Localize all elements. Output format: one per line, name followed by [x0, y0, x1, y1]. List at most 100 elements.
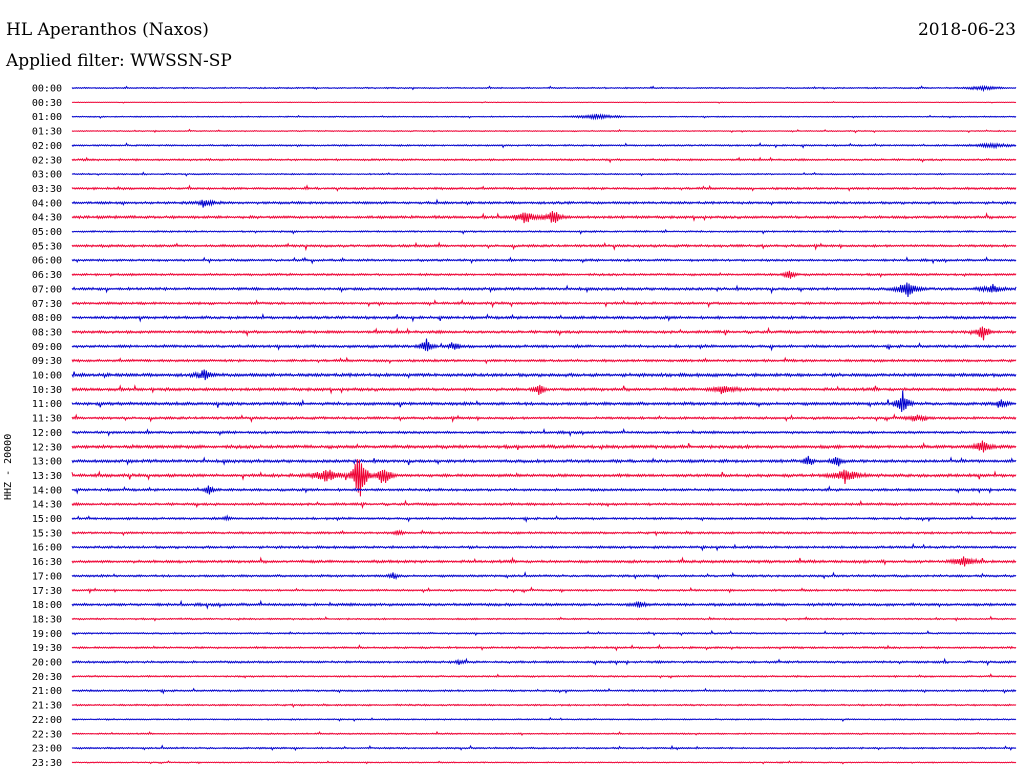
trace-line: [71, 113, 1017, 121]
row-label: 14:00: [32, 485, 62, 496]
row-label: 09:00: [32, 342, 62, 353]
trace-line: [71, 198, 1017, 208]
row-label: 17:30: [32, 586, 62, 597]
row-label: 17:00: [32, 571, 62, 582]
trace-line: [71, 356, 1017, 365]
row-label: 03:00: [32, 170, 62, 181]
row-label: 16:00: [32, 543, 62, 554]
trace-line: [71, 455, 1017, 467]
row-label: 15:00: [32, 514, 62, 525]
trace-line: [71, 514, 1017, 523]
trace-line: [71, 542, 1017, 552]
row-label: 20:00: [32, 658, 62, 669]
row-label: 02:00: [32, 141, 62, 152]
row-label: 22:00: [32, 715, 62, 726]
row-label: 04:00: [32, 198, 62, 209]
row-label: 08:00: [32, 313, 62, 324]
trace-line: [71, 673, 1017, 679]
trace-line: [71, 571, 1017, 581]
trace-line: [71, 390, 1017, 412]
row-label: 23:30: [32, 758, 62, 769]
trace-line: [71, 760, 1017, 765]
trace-line: [71, 184, 1017, 192]
row-label: 08:30: [32, 327, 62, 338]
row-label: 06:00: [32, 256, 62, 267]
trace-line: [71, 586, 1017, 595]
row-label: 01:30: [32, 127, 62, 138]
trace-line: [71, 599, 1017, 610]
trace-line: [71, 156, 1017, 164]
row-label: 19:00: [32, 629, 62, 640]
row-label: 16:30: [32, 557, 62, 568]
row-label: 12:00: [32, 428, 62, 439]
trace-line: [71, 241, 1017, 252]
trace-line: [71, 643, 1017, 652]
row-label: 13:30: [32, 471, 62, 482]
station-title: HL Aperanthos (Naxos): [6, 20, 209, 40]
trace-line: [71, 440, 1017, 453]
row-label: 13:00: [32, 457, 62, 468]
row-label: 01:00: [32, 112, 62, 123]
trace-line: [71, 84, 1017, 93]
trace-line: [71, 312, 1017, 323]
trace-line: [71, 716, 1017, 723]
row-label: 00:00: [32, 84, 62, 95]
trace-line: [71, 615, 1017, 622]
trace-line: [71, 556, 1017, 567]
row-label: 12:30: [32, 442, 62, 453]
row-label: 07:00: [32, 284, 62, 295]
row-label: 15:30: [32, 528, 62, 539]
trace-line: [71, 282, 1017, 298]
row-label: 11:30: [32, 414, 62, 425]
trace-line: [71, 338, 1017, 352]
row-label: 18:00: [32, 600, 62, 611]
row-label: 21:30: [32, 701, 62, 712]
row-label: 09:30: [32, 356, 62, 367]
row-label: 07:30: [32, 299, 62, 310]
trace-line: [71, 499, 1017, 510]
row-label: 10:30: [32, 385, 62, 396]
trace-line: [71, 101, 1017, 104]
trace-line: [71, 529, 1017, 537]
trace-line: [71, 384, 1017, 396]
trace-line: [71, 270, 1017, 279]
filter-label: Applied filter: WWSSN-SP: [6, 51, 232, 71]
row-label: 22:30: [32, 729, 62, 740]
trace-line: [71, 413, 1017, 424]
row-label: 14:30: [32, 500, 62, 511]
trace-line: [71, 326, 1017, 341]
trace-line: [71, 744, 1017, 752]
trace-line: [71, 228, 1017, 235]
trace-line: [71, 299, 1017, 309]
row-label: 06:30: [32, 270, 62, 281]
trace-line: [71, 369, 1017, 381]
trace-line: [71, 171, 1017, 177]
trace-line: [71, 687, 1017, 695]
traces: [71, 84, 1017, 765]
trace-line: [71, 256, 1017, 265]
row-labels: 00:00 00:30 01:00 01:30 02:00 02:30 03:00 03:30…: [32, 84, 62, 769]
row-label: 05:30: [32, 241, 62, 252]
row-label: 18:30: [32, 614, 62, 625]
trace-line: [71, 427, 1017, 438]
row-label: 05:00: [32, 227, 62, 238]
trace-line: [71, 128, 1017, 134]
trace-line: [71, 485, 1017, 495]
row-label: 20:30: [32, 672, 62, 683]
trace-line: [71, 210, 1017, 224]
trace-line: [71, 142, 1017, 150]
trace-line: [71, 730, 1017, 736]
row-label: 19:30: [32, 643, 62, 654]
row-label: 04:30: [32, 213, 62, 224]
trace-line: [71, 459, 1017, 497]
trace-line: [71, 703, 1017, 709]
row-label: 11:00: [32, 399, 62, 410]
trace-line: [71, 629, 1017, 637]
row-label: 10:00: [32, 371, 62, 382]
row-label: 00:30: [32, 98, 62, 109]
row-label: 23:00: [32, 744, 62, 755]
row-label: 02:30: [32, 155, 62, 166]
row-label: 21:00: [32, 686, 62, 697]
row-label: 03:30: [32, 184, 62, 195]
